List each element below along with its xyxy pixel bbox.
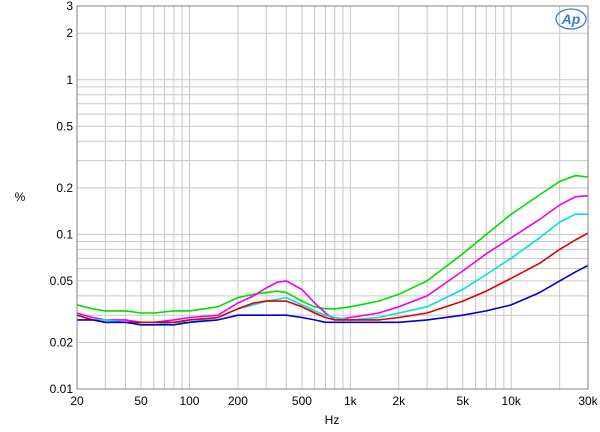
ap-logo-text: Ap — [561, 11, 581, 27]
y-tick-label: 0.2 — [56, 181, 73, 195]
x-tick-label: 30k — [578, 394, 598, 408]
x-tick-label: 5k — [456, 394, 470, 408]
y-tick-label: 0.01 — [50, 382, 74, 396]
x-tick-label: 2k — [392, 394, 406, 408]
ap-logo-icon — [555, 8, 587, 30]
y-tick-label: 2 — [66, 26, 73, 40]
x-tick-label: 10k — [502, 394, 522, 408]
series-group — [76, 174, 589, 326]
y-tick-label: 0.1 — [56, 227, 73, 241]
y-tick-label: 0.5 — [56, 119, 73, 133]
x-tick-label: 500 — [292, 394, 312, 408]
y-tick-labels: 3 2 1 0.5 0.2 0.1 0.05 0.02 0.01 — [50, 0, 74, 396]
x-tick-label: 1k — [344, 394, 358, 408]
y-tick-label: 3 — [66, 0, 73, 13]
series-line-4 — [76, 232, 589, 324]
grid — [76, 5, 589, 390]
x-tick-label: 50 — [134, 394, 148, 408]
y-tick-label: 1 — [66, 73, 73, 87]
y-axis-label: % — [15, 190, 26, 204]
ap-logo: Ap — [555, 8, 587, 30]
y-tick-label: 0.02 — [50, 335, 74, 349]
series-line-5 — [77, 264, 589, 326]
x-tick-label: 20 — [70, 394, 84, 408]
x-axis-label: Hz — [325, 413, 340, 427]
x-tick-label: 200 — [228, 394, 248, 408]
x-tick-label: 100 — [179, 394, 199, 408]
plot-frame — [76, 5, 589, 390]
x-tick-labels: 20 50 100 200 500 1k 2k 5k 10k 30k — [70, 394, 598, 408]
series-line-1 — [76, 174, 589, 314]
y-tick-label: 0.05 — [50, 274, 74, 288]
